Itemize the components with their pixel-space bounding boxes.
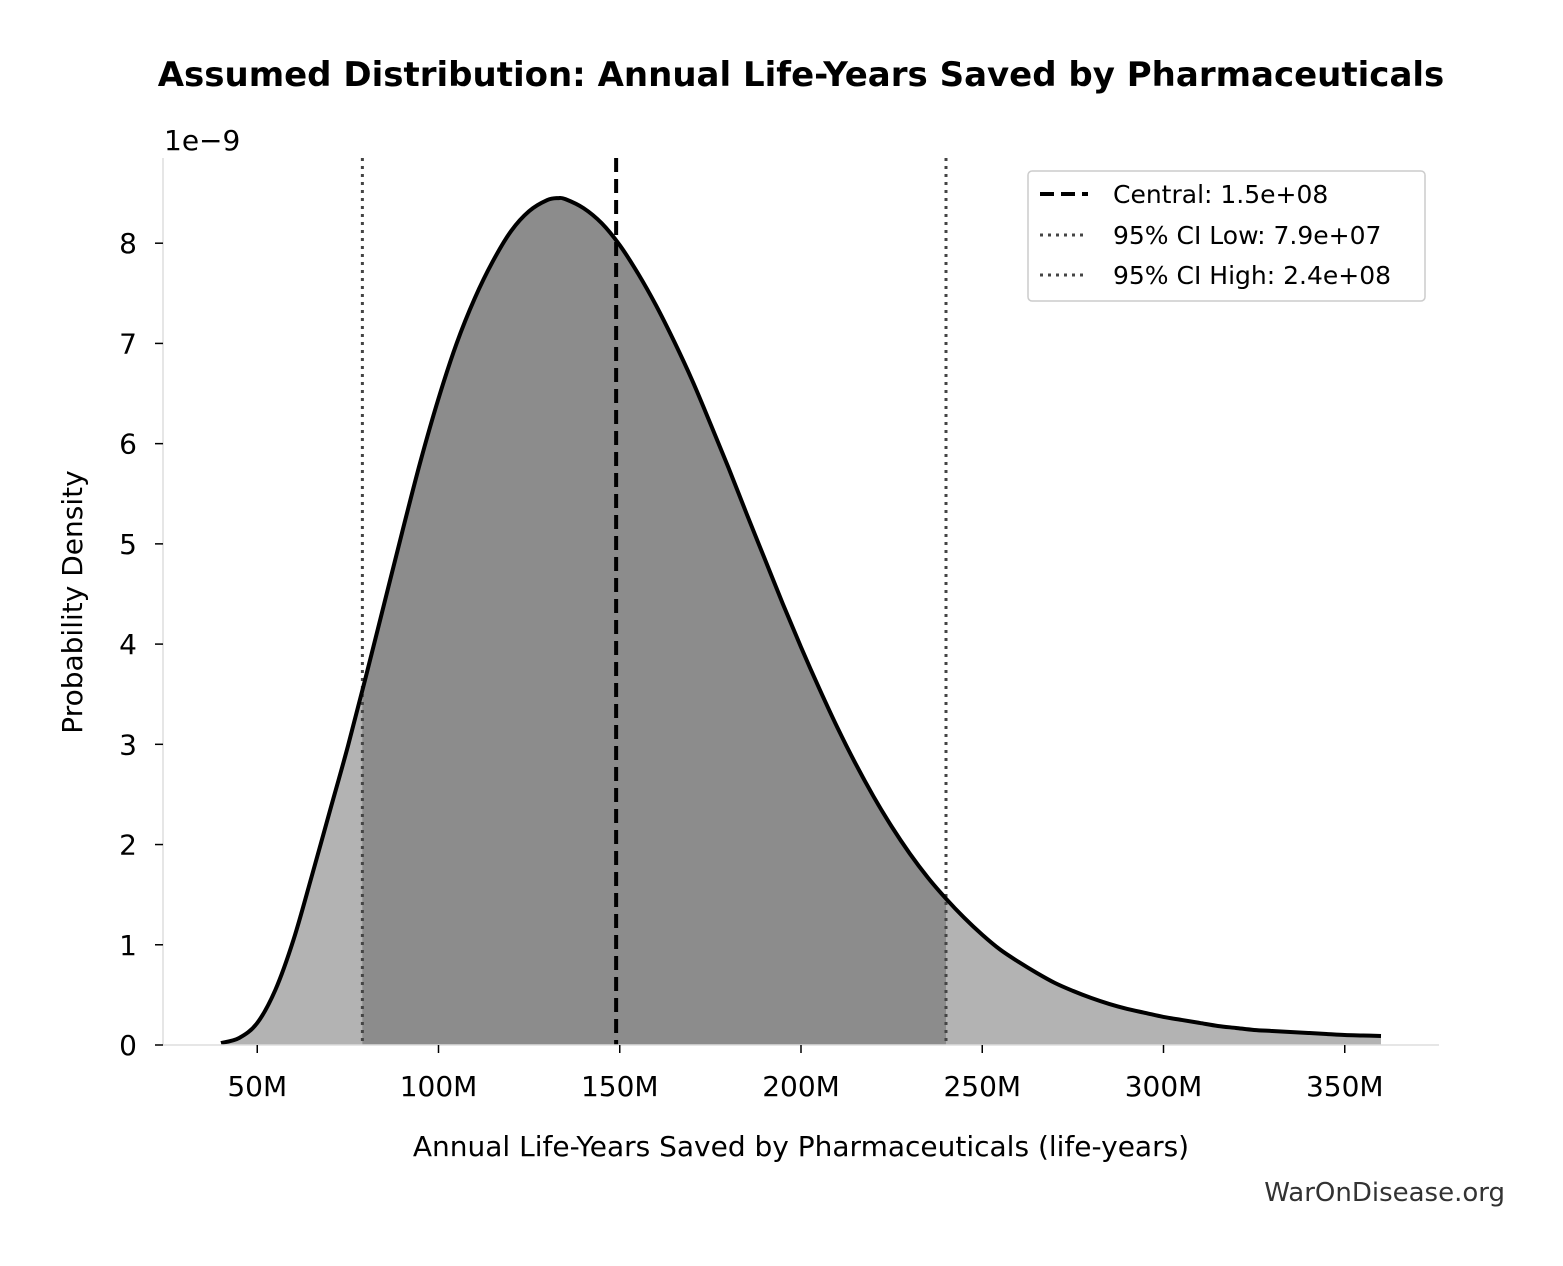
- y-tick-label: 7: [119, 327, 137, 360]
- x-tick-label: 150M: [581, 1070, 659, 1103]
- x-axis-ticks: 50M 100M 150M 200M 250M 300M 350M: [227, 1045, 1384, 1103]
- density-curve-line: [220, 195, 1382, 1045]
- chart-title: Assumed Distribution: Annual Life-Years …: [158, 55, 1445, 95]
- x-tick-label: 50M: [227, 1070, 287, 1103]
- watermark-text: WarOnDisease.org: [1264, 1178, 1505, 1208]
- y-tick-label: 8: [119, 227, 137, 260]
- y-tick-label: 2: [119, 829, 137, 862]
- y-axis-title: Probability Density: [56, 470, 89, 733]
- y-axis-scale-label: 1e−9: [164, 124, 240, 157]
- y-tick-label: 5: [119, 528, 137, 561]
- y-tick-label: 0: [119, 1029, 137, 1062]
- y-tick-label: 6: [119, 428, 137, 461]
- legend: Central: 1.5e+08 95% CI Low: 7.9e+07 95%…: [1027, 170, 1426, 302]
- legend-ci-high-label: 95% CI High: 2.4e+08: [1113, 261, 1391, 290]
- x-tick-label: 350M: [1306, 1070, 1384, 1103]
- x-axis-title: Annual Life-Years Saved by Pharmaceutica…: [413, 1130, 1189, 1163]
- y-axis-ticks: 0 1 2 3 4 5 6 7 8: [119, 227, 163, 1062]
- y-tick-label: 3: [119, 728, 137, 761]
- plot-area: [220, 158, 1382, 1045]
- legend-central-label: Central: 1.5e+08: [1113, 180, 1328, 209]
- x-tick-label: 300M: [1125, 1070, 1203, 1103]
- x-tick-label: 100M: [400, 1070, 478, 1103]
- y-tick-label: 4: [119, 628, 137, 661]
- x-tick-label: 200M: [762, 1070, 840, 1103]
- ci-area-fill: [362, 197, 946, 1045]
- y-tick-label: 1: [119, 929, 137, 962]
- x-tick-label: 250M: [943, 1070, 1021, 1103]
- legend-box: [1027, 170, 1426, 302]
- legend-ci-low-label: 95% CI Low: 7.9e+07: [1113, 221, 1381, 250]
